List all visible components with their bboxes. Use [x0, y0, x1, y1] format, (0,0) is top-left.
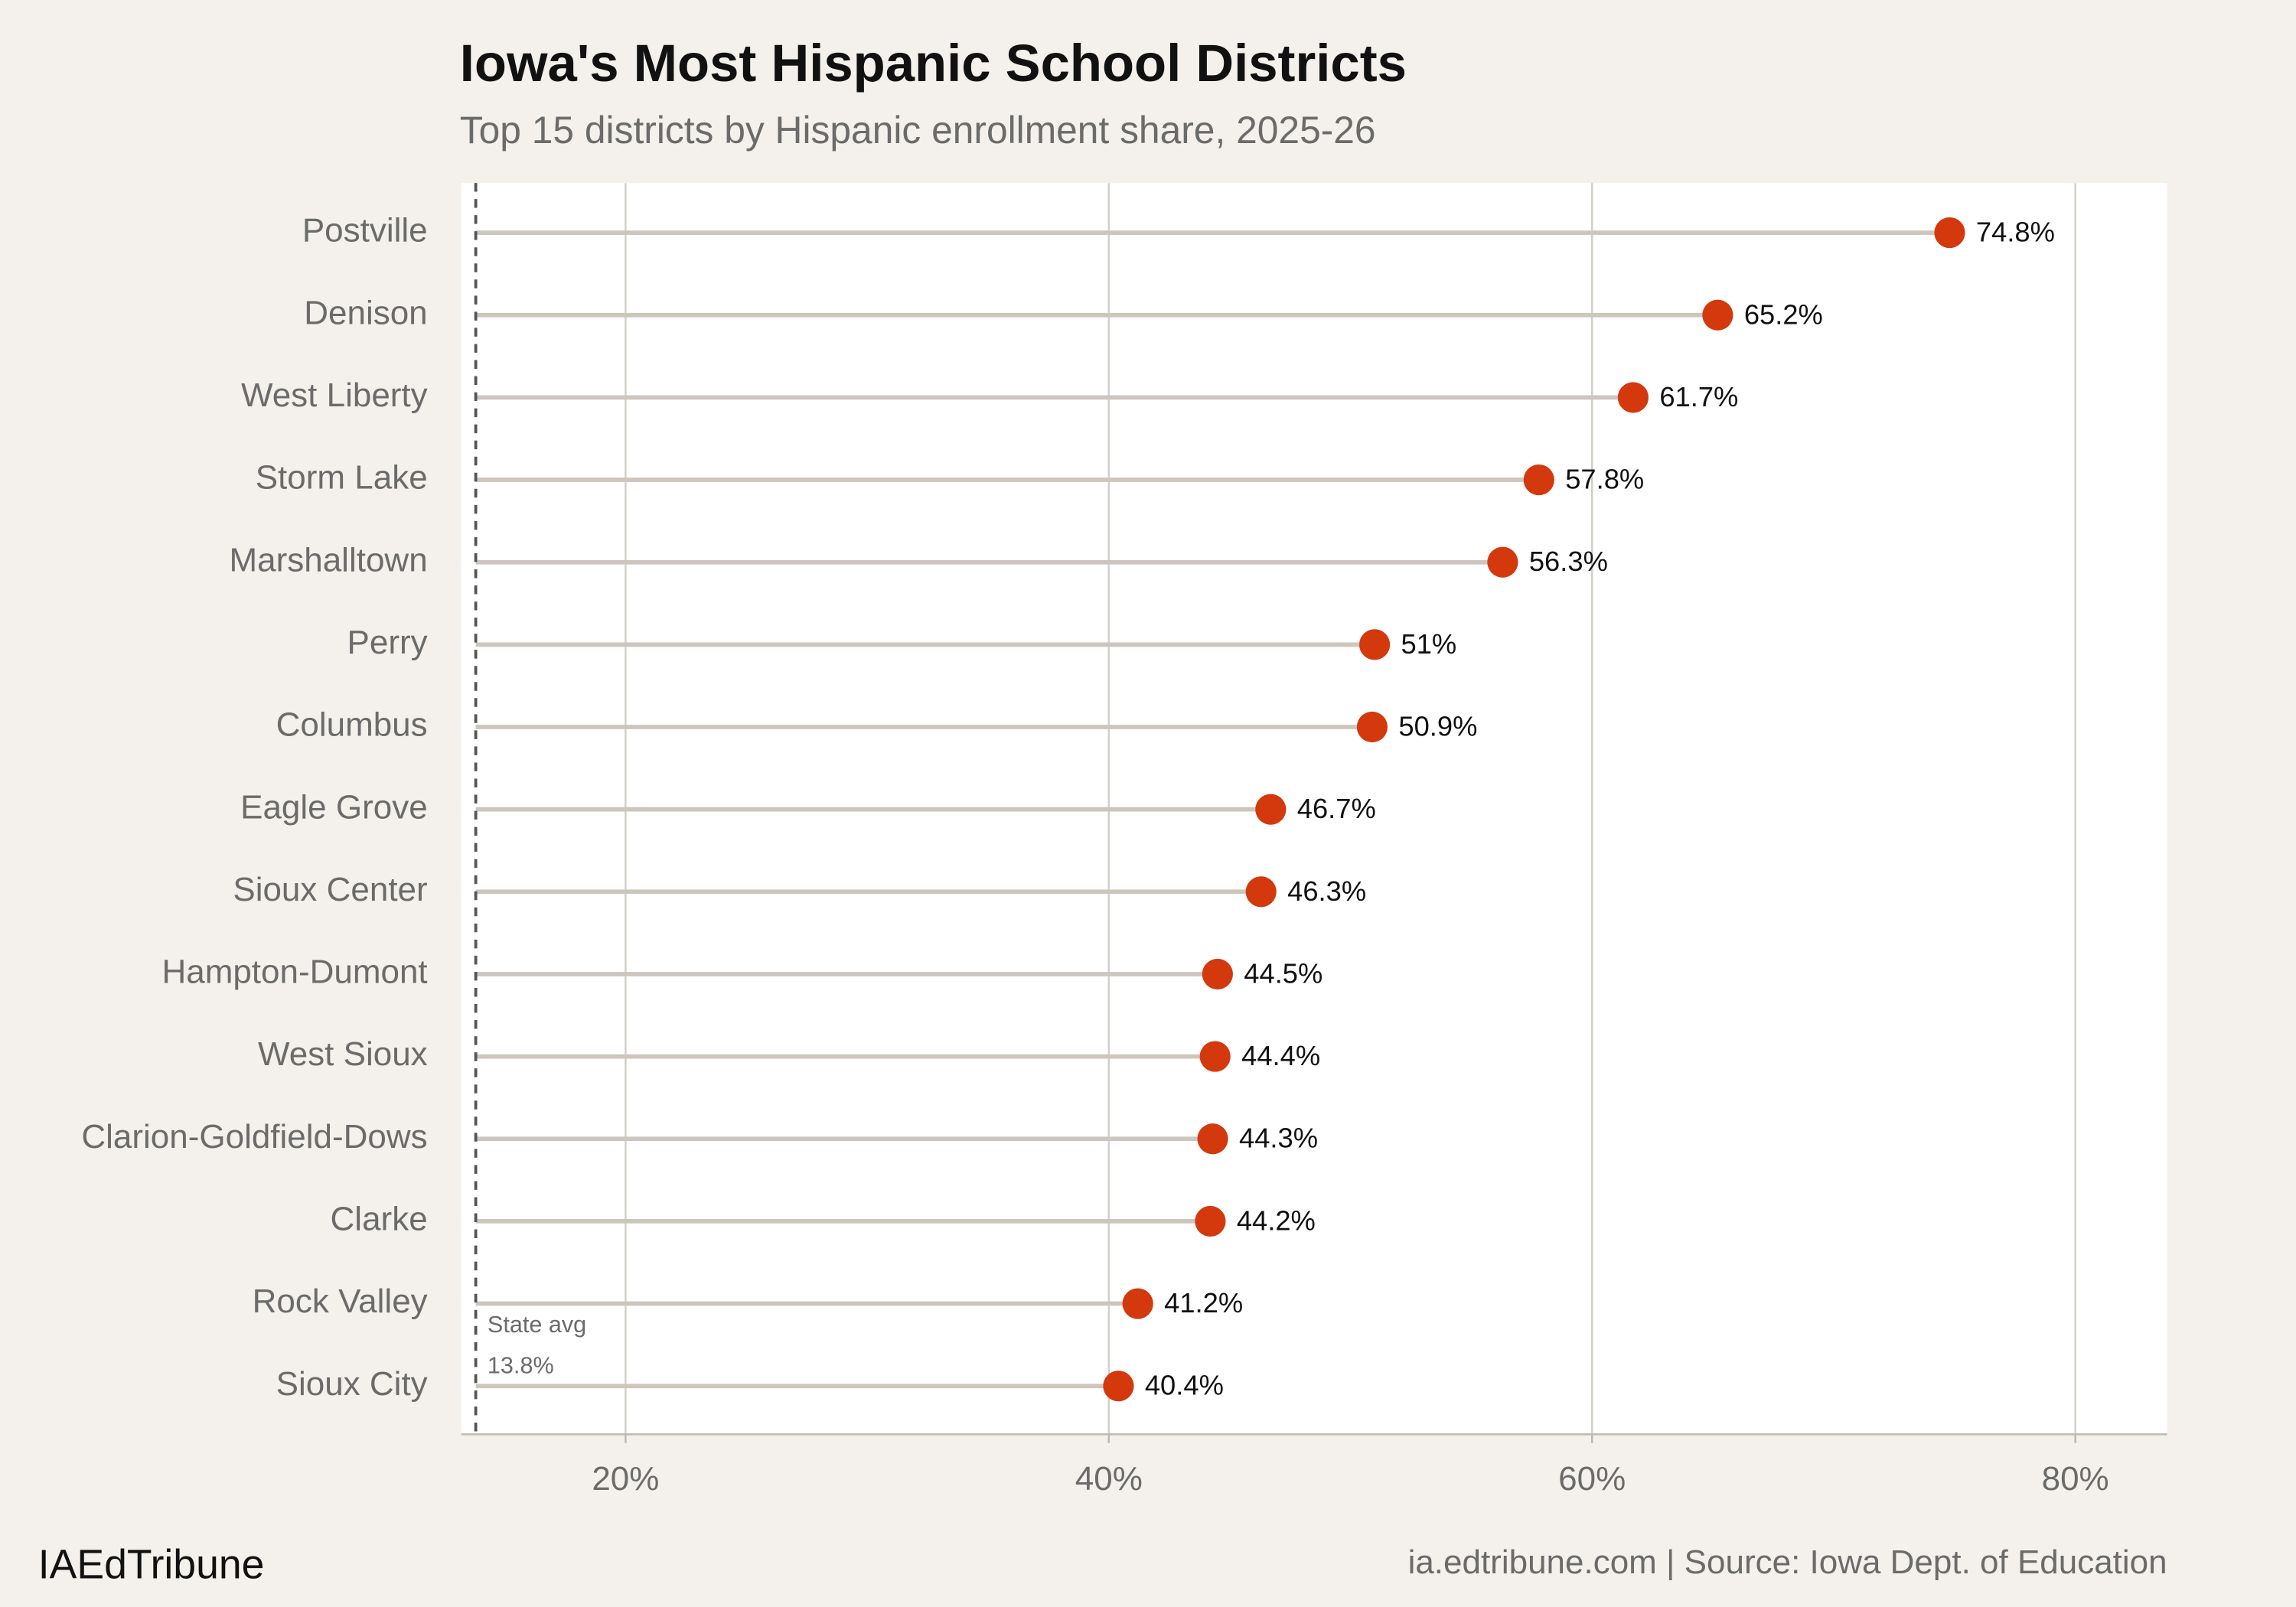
- data-label: 46.3%: [1287, 875, 1366, 907]
- x-tick-label: 20%: [592, 1460, 659, 1498]
- reference-label: State avg: [488, 1312, 586, 1338]
- dot: [1255, 794, 1287, 825]
- data-label: 51%: [1401, 628, 1457, 660]
- x-tick-label: 80%: [2042, 1460, 2109, 1498]
- data-label: 56.3%: [1529, 546, 1608, 577]
- y-tick-label: Denison: [304, 294, 427, 331]
- dot: [1245, 876, 1277, 908]
- data-label: 61.7%: [1659, 381, 1738, 412]
- y-tick-label: Perry: [347, 624, 428, 661]
- dot: [1197, 1123, 1228, 1155]
- data-label: 41.2%: [1164, 1287, 1243, 1319]
- dot: [1358, 629, 1391, 660]
- y-tick-label: Hampton-Dumont: [161, 953, 427, 991]
- data-label: 50.9%: [1398, 711, 1477, 742]
- chart-title: Iowa's Most Hispanic School Districts: [460, 34, 1407, 93]
- x-tick-label: 40%: [1075, 1460, 1143, 1498]
- dot: [1195, 1205, 1226, 1237]
- y-tick-label: Sioux Center: [233, 871, 427, 908]
- data-label: 74.8%: [1976, 217, 2055, 248]
- y-tick-label: Sioux City: [276, 1365, 428, 1403]
- data-label: 46.7%: [1297, 793, 1376, 824]
- y-tick-label: Eagle Grove: [240, 788, 428, 826]
- y-tick-label: Clarke: [331, 1201, 428, 1238]
- dot: [1617, 382, 1649, 413]
- brand: IAEdTribune: [38, 1543, 265, 1588]
- data-label: 65.2%: [1744, 298, 1823, 330]
- data-label: 44.5%: [1244, 957, 1322, 989]
- data-label: 57.8%: [1565, 464, 1644, 495]
- data-label: 40.4%: [1145, 1370, 1224, 1401]
- dot: [1934, 217, 1965, 249]
- chart-subtitle: Top 15 districts by Hispanic enrollment …: [460, 109, 1376, 152]
- dot: [1523, 464, 1554, 496]
- dot: [1199, 1041, 1231, 1072]
- dot: [1202, 958, 1233, 990]
- dot: [1122, 1288, 1153, 1319]
- dot: [1702, 299, 1733, 331]
- y-tick-label: Rock Valley: [253, 1283, 428, 1320]
- y-tick-label: Clarion-Goldfield-Dows: [81, 1118, 427, 1156]
- y-tick-label: Columbus: [276, 706, 428, 744]
- y-tick-label: Marshalltown: [230, 541, 428, 579]
- y-tick-label: West Liberty: [241, 376, 428, 414]
- dot: [1103, 1371, 1134, 1402]
- source: ia.edtribune.com | Source: Iowa Dept. of…: [1408, 1543, 2167, 1581]
- dot: [1356, 711, 1388, 743]
- x-tick-label: 60%: [1558, 1460, 1626, 1498]
- dot: [1487, 546, 1518, 578]
- reference-value-label: 13.8%: [488, 1352, 554, 1378]
- data-label: 44.3%: [1239, 1123, 1318, 1154]
- data-label: 44.4%: [1241, 1040, 1320, 1071]
- y-tick-label: Postville: [302, 212, 428, 249]
- y-tick-label: West Sioux: [258, 1035, 428, 1073]
- y-tick-label: Storm Lake: [256, 459, 428, 497]
- data-label: 44.2%: [1237, 1204, 1316, 1236]
